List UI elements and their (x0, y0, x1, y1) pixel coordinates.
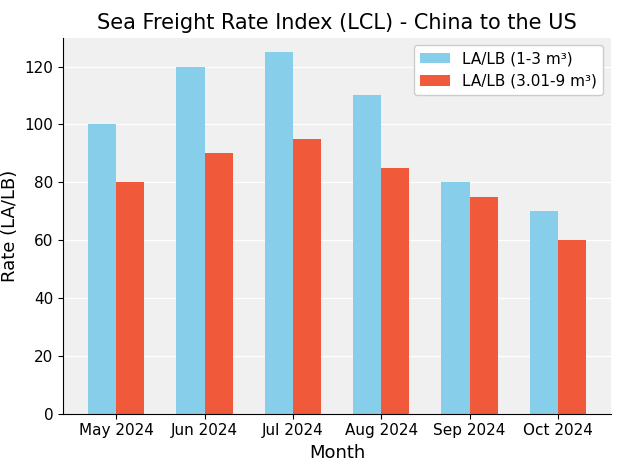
Bar (353, 95, 381, 414)
Y-axis label: Rate (LA/LB): Rate (LA/LB) (1, 170, 19, 282)
Bar (293, 139, 321, 414)
Bar (265, 52, 293, 414)
Bar (88, 125, 116, 414)
Bar (381, 168, 410, 414)
Bar (116, 182, 144, 414)
Bar (530, 211, 558, 414)
Bar (558, 240, 586, 414)
Legend: LA/LB (1-3 m³), LA/LB (3.01-9 m³): LA/LB (1-3 m³), LA/LB (3.01-9 m³) (413, 45, 604, 95)
Title: Sea Freight Rate Index (LCL) - China to the US: Sea Freight Rate Index (LCL) - China to … (97, 13, 577, 33)
Bar (469, 196, 498, 414)
Bar (441, 182, 469, 414)
X-axis label: Month: Month (309, 444, 365, 462)
Bar (205, 153, 233, 414)
Bar (176, 67, 205, 414)
